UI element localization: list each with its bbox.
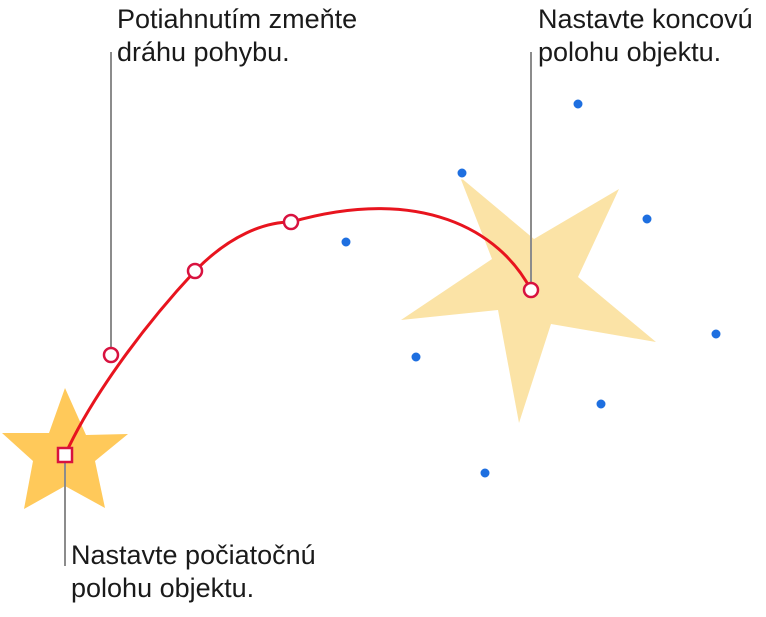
path-callout: Potiahnutím zmeňte dráhu pohybu.: [117, 3, 357, 69]
selection-handle[interactable]: [594, 397, 608, 411]
selection-handle[interactable]: [409, 350, 423, 364]
selection-handle[interactable]: [709, 327, 723, 341]
start-callout-line-2: polohu objektu.: [71, 573, 255, 603]
path-end-point[interactable]: [522, 281, 540, 299]
path-callout-line-1: Potiahnutím zmeňte: [117, 4, 358, 34]
start-callout-line-1: Nastavte počiatočnú: [71, 540, 316, 570]
end-position-star[interactable]: [401, 177, 656, 423]
end-star-selection-handles: [339, 97, 723, 480]
path-control-point[interactable]: [186, 262, 204, 280]
path-callout-line-2: dráhu pohybu.: [117, 37, 290, 67]
path-control-point[interactable]: [102, 346, 120, 364]
selection-handle[interactable]: [478, 466, 492, 480]
selection-handle[interactable]: [640, 212, 654, 226]
path-start-point[interactable]: [56, 446, 74, 464]
motion-path-points: [56, 213, 540, 464]
selection-handle[interactable]: [339, 235, 353, 249]
end-callout-line-2: polohu objektu.: [538, 37, 722, 67]
selection-handle[interactable]: [455, 166, 469, 180]
motion-path-curve[interactable]: [63, 207, 533, 456]
selection-handle[interactable]: [571, 97, 585, 111]
end-position-callout: Nastavte koncovú polohu objektu.: [538, 3, 753, 69]
path-control-point[interactable]: [282, 213, 300, 231]
end-callout-line-1: Nastavte koncovú: [538, 4, 753, 34]
start-position-callout: Nastavte počiatočnú polohu objektu.: [71, 539, 316, 605]
